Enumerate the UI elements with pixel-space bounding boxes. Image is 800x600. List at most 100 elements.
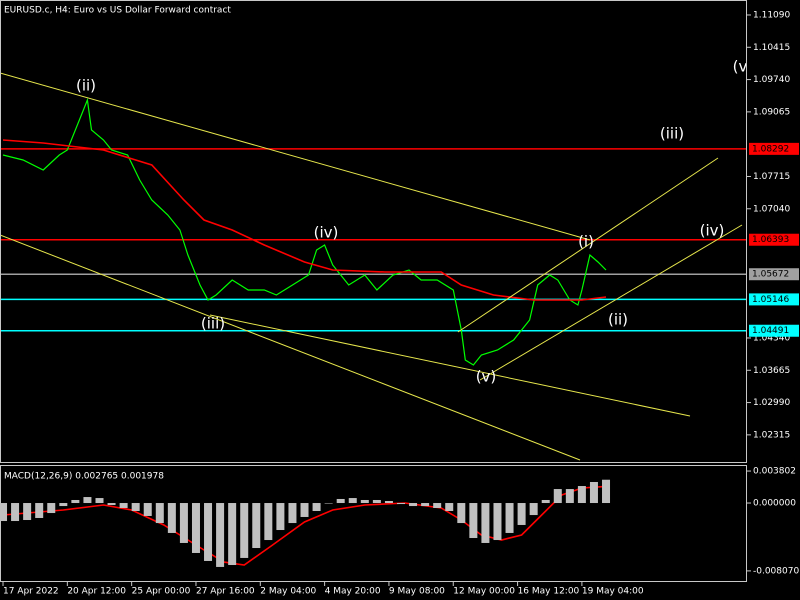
histogram-bar bbox=[107, 503, 116, 506]
y-tick-label: 1.09740 bbox=[753, 75, 790, 85]
histogram-bar bbox=[433, 503, 442, 508]
histogram-bar bbox=[469, 503, 478, 539]
x-tick-label: 9 May 08:00 bbox=[389, 587, 445, 597]
histogram-bar bbox=[300, 503, 309, 517]
trendline bbox=[0, 234, 581, 461]
x-tick-label: 12 May 00:00 bbox=[453, 587, 515, 597]
y-tick-label: 1.02990 bbox=[753, 398, 790, 408]
x-tick-label: 20 Apr 12:00 bbox=[67, 587, 126, 597]
histogram-bar bbox=[336, 498, 345, 504]
y-tick-label: 1.07040 bbox=[753, 204, 790, 214]
histogram-bar bbox=[59, 503, 68, 507]
histogram-bar bbox=[216, 503, 225, 567]
histogram-bar bbox=[240, 503, 249, 558]
histogram-bar bbox=[493, 503, 502, 541]
histogram-bar bbox=[505, 503, 514, 533]
wave-label: (iv) bbox=[700, 222, 725, 240]
histogram-bar bbox=[155, 503, 164, 524]
x-tick-label: 25 Apr 00:00 bbox=[132, 587, 191, 597]
y-tick-label: 1.04340 bbox=[753, 333, 790, 343]
histogram-bar bbox=[167, 503, 176, 533]
histogram-bar bbox=[179, 503, 188, 543]
histogram-bar bbox=[445, 503, 454, 512]
wave-label: (iv) bbox=[314, 224, 339, 242]
histogram-bar bbox=[384, 501, 393, 504]
price-level-label: 1.06393 bbox=[752, 235, 789, 245]
y-tick-label: 1.02315 bbox=[753, 430, 790, 440]
histogram-bar bbox=[228, 503, 237, 566]
histogram-bar bbox=[312, 503, 321, 512]
histogram-bar bbox=[529, 503, 538, 516]
x-tick-label: 2 May 04:00 bbox=[260, 587, 316, 597]
price-level-label: 1.08292 bbox=[752, 144, 789, 154]
y-tick-label: 1.11090 bbox=[753, 10, 790, 20]
price-level-label: 1.05146 bbox=[752, 295, 789, 305]
histogram-bar bbox=[577, 486, 586, 504]
y-tick-label: 1.10415 bbox=[753, 43, 790, 53]
x-tick-label: 16 May 12:00 bbox=[518, 587, 580, 597]
wave-label: (ii) bbox=[76, 77, 96, 95]
histogram-bar bbox=[360, 499, 369, 504]
histogram-bar bbox=[517, 503, 526, 525]
x-tick-label: 19 May 04:00 bbox=[582, 587, 644, 597]
histogram-bar bbox=[204, 503, 213, 561]
macd-title: MACD(12,26,9) 0.002765 0.001978 bbox=[4, 472, 164, 482]
histogram-bar bbox=[396, 503, 405, 505]
histogram-bar bbox=[421, 503, 430, 507]
histogram-bar bbox=[264, 503, 273, 541]
y-tick-label: 0.000000 bbox=[753, 499, 796, 509]
histogram-bar bbox=[11, 503, 20, 522]
y-tick-label: 1.09065 bbox=[753, 107, 790, 117]
price-level-tag bbox=[749, 233, 799, 246]
trendline bbox=[479, 224, 743, 381]
x-tick-label: 17 Apr 2022 bbox=[3, 587, 59, 597]
trendline bbox=[209, 314, 691, 417]
wave-label: (iii) bbox=[660, 125, 684, 143]
price-level-label: 1.05672 bbox=[752, 270, 789, 280]
wave-label: (iii) bbox=[201, 315, 225, 333]
histogram-bar bbox=[457, 503, 466, 524]
price-level-tag bbox=[749, 293, 799, 306]
x-tick-label: 27 Apr 16:00 bbox=[196, 587, 255, 597]
wave-labels: (ii) (iii) (iv) (v) (i) (ii) (iii) (iv) … bbox=[76, 58, 748, 386]
histogram-bar bbox=[602, 479, 611, 504]
histogram-bar bbox=[324, 503, 333, 504]
histogram-bar bbox=[95, 498, 104, 504]
frame bbox=[0, 0, 747, 582]
histogram-bar bbox=[23, 503, 32, 521]
y-tick-label: -0.008070 bbox=[753, 566, 799, 576]
trendlines bbox=[0, 72, 743, 461]
histogram-bar bbox=[481, 503, 490, 543]
histogram-bar bbox=[565, 489, 574, 504]
series-line bbox=[2, 139, 607, 301]
y-tick-label: 1.07715 bbox=[753, 172, 790, 182]
wave-label: (ii) bbox=[608, 311, 628, 329]
y-tick-label: 1.03665 bbox=[753, 366, 790, 376]
series-line bbox=[2, 485, 607, 566]
histogram-bar bbox=[541, 499, 550, 504]
trendline bbox=[0, 72, 591, 241]
histogram-bar bbox=[409, 503, 418, 507]
histogram-bar bbox=[119, 503, 128, 508]
trendline bbox=[457, 157, 719, 333]
wave-label: (v) bbox=[476, 368, 497, 386]
x-tick-label: 4 May 20:00 bbox=[325, 587, 381, 597]
histogram-bar bbox=[276, 503, 285, 531]
histogram-bar bbox=[372, 499, 381, 504]
histogram-bar bbox=[83, 497, 92, 504]
histogram-bar bbox=[288, 503, 297, 524]
histogram-bar bbox=[252, 503, 261, 549]
histogram-bar bbox=[191, 503, 200, 553]
price-level-tag bbox=[749, 268, 799, 281]
histogram-bar bbox=[71, 499, 80, 504]
price-level-tag bbox=[749, 324, 799, 337]
chart-title: EURUSD.c, H4: Euro vs US Dollar Forward … bbox=[4, 6, 231, 16]
price-level-label: 1.04491 bbox=[752, 326, 789, 336]
histogram-bar bbox=[35, 503, 44, 518]
y-tick-label: 0.003802 bbox=[753, 467, 796, 477]
histogram-bar bbox=[348, 498, 357, 504]
series-line bbox=[2, 97, 607, 366]
price-frame bbox=[0, 0, 747, 463]
histogram-bar bbox=[143, 503, 152, 516]
